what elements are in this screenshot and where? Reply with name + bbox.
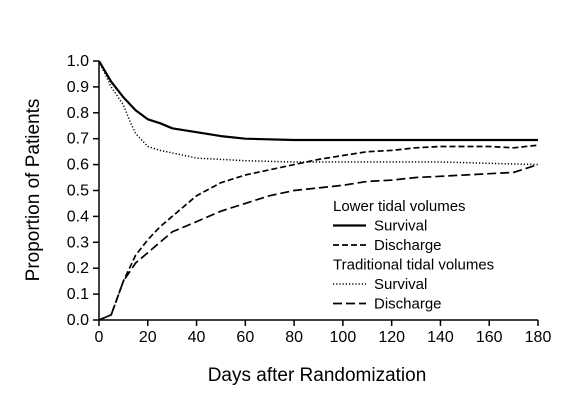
x-tick-label: 60: [236, 329, 254, 346]
x-tick-label: 80: [285, 329, 303, 346]
y-tick-label: 0.6: [67, 157, 89, 174]
legend-group-title: Lower tidal volumes: [333, 198, 466, 215]
x-tick-label: 0: [95, 329, 104, 346]
legend-entry-label: Survival: [374, 276, 427, 293]
y-tick-label: 0.8: [67, 105, 89, 122]
y-tick-label: 0.5: [67, 183, 89, 200]
legend-entry-label: Discharge: [374, 296, 442, 313]
y-tick-label: 0.0: [67, 312, 89, 329]
x-tick-label: 160: [476, 329, 503, 346]
y-tick-label: 0.2: [67, 260, 89, 277]
y-tick-label: 0.7: [67, 131, 89, 148]
series-line-dotted: [98, 60, 539, 166]
series-line-longdash: [98, 163, 539, 321]
x-tick-label: 140: [427, 329, 454, 346]
y-tick-label: 0.1: [67, 286, 89, 303]
series-layer: [98, 60, 539, 321]
series-line-dashed: [98, 144, 539, 321]
x-axis-title: Days after Randomization: [208, 365, 427, 386]
y-tick-label: 1.0: [67, 53, 89, 70]
y-axis-title: Proportion of Patients: [23, 99, 44, 282]
x-tick-label: 20: [139, 329, 157, 346]
y-tick-label: 0.3: [67, 234, 89, 251]
x-tick-label: 100: [330, 329, 357, 346]
x-tick-label: 40: [188, 329, 206, 346]
x-tick-label: 120: [378, 329, 405, 346]
legend: Lower tidal volumes Survival Discharge Trad…: [333, 198, 494, 313]
legend-entry-label: Discharge: [374, 237, 442, 254]
legend-group-title: Traditional tidal volumes: [333, 257, 494, 274]
y-tick-label: 0.9: [67, 79, 89, 96]
axes: 0 20 40 60 80 100 120 140 160 180 0.0 0.1 0.2 0.3 0.4 0…: [67, 53, 552, 346]
series-line-solid: [98, 60, 538, 142]
legend-entry-label: Survival: [374, 218, 427, 235]
x-tick-label: 180: [525, 329, 552, 346]
y-tick-label: 0.4: [67, 208, 89, 225]
